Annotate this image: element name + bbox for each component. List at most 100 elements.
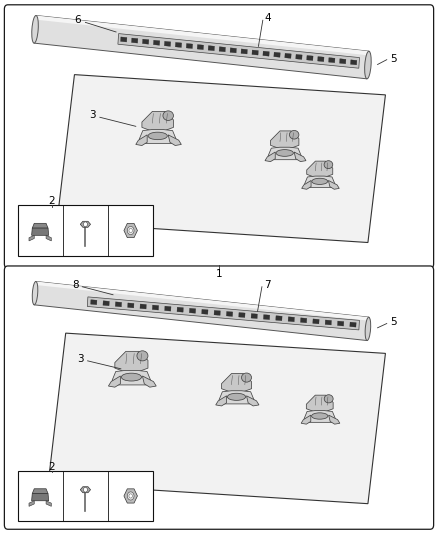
- Polygon shape: [313, 319, 319, 324]
- Polygon shape: [300, 318, 307, 323]
- Polygon shape: [139, 130, 176, 143]
- Polygon shape: [36, 15, 369, 55]
- Polygon shape: [168, 135, 181, 146]
- Polygon shape: [251, 313, 258, 319]
- Text: 1: 1: [215, 270, 223, 279]
- Polygon shape: [230, 48, 237, 53]
- Ellipse shape: [148, 132, 167, 140]
- Polygon shape: [124, 223, 138, 238]
- Polygon shape: [216, 396, 226, 406]
- Polygon shape: [48, 333, 385, 504]
- Polygon shape: [29, 501, 34, 506]
- Ellipse shape: [324, 160, 333, 168]
- Polygon shape: [271, 131, 299, 148]
- Polygon shape: [201, 309, 208, 314]
- Text: 3: 3: [77, 354, 84, 364]
- Polygon shape: [328, 58, 335, 63]
- Polygon shape: [34, 281, 369, 341]
- Text: 2: 2: [48, 463, 55, 472]
- Circle shape: [127, 492, 134, 500]
- Circle shape: [83, 487, 88, 492]
- Polygon shape: [35, 281, 369, 321]
- Bar: [18, 205, 153, 256]
- Circle shape: [129, 494, 132, 498]
- Polygon shape: [112, 370, 151, 385]
- Polygon shape: [80, 487, 91, 492]
- Polygon shape: [32, 228, 49, 236]
- Text: 8: 8: [72, 280, 79, 289]
- Polygon shape: [252, 50, 258, 55]
- Circle shape: [129, 229, 132, 232]
- Polygon shape: [186, 44, 193, 49]
- Polygon shape: [339, 59, 346, 64]
- Polygon shape: [304, 176, 335, 188]
- Ellipse shape: [365, 51, 371, 79]
- Ellipse shape: [227, 393, 246, 400]
- Polygon shape: [153, 40, 160, 45]
- Ellipse shape: [121, 373, 141, 381]
- Ellipse shape: [311, 413, 328, 419]
- Polygon shape: [350, 322, 356, 327]
- Polygon shape: [263, 51, 269, 56]
- Polygon shape: [109, 376, 120, 387]
- Polygon shape: [268, 147, 301, 160]
- Polygon shape: [91, 300, 97, 305]
- Polygon shape: [328, 415, 340, 424]
- Polygon shape: [265, 152, 275, 161]
- Polygon shape: [307, 161, 333, 177]
- Ellipse shape: [324, 395, 333, 403]
- Polygon shape: [164, 41, 171, 46]
- Text: 4: 4: [265, 13, 272, 23]
- Polygon shape: [46, 236, 51, 241]
- Polygon shape: [165, 306, 171, 311]
- Polygon shape: [140, 304, 146, 309]
- Polygon shape: [318, 56, 324, 62]
- Polygon shape: [115, 351, 148, 372]
- Polygon shape: [226, 311, 233, 317]
- Polygon shape: [263, 314, 270, 320]
- Polygon shape: [57, 75, 385, 243]
- Polygon shape: [296, 54, 302, 60]
- Polygon shape: [214, 310, 220, 316]
- Polygon shape: [285, 53, 291, 58]
- Polygon shape: [241, 49, 247, 54]
- Polygon shape: [152, 305, 159, 310]
- Polygon shape: [32, 494, 49, 501]
- Text: 2: 2: [48, 197, 55, 206]
- Polygon shape: [115, 302, 122, 307]
- Text: 5: 5: [390, 317, 397, 327]
- Polygon shape: [304, 410, 336, 422]
- Polygon shape: [219, 47, 226, 52]
- Polygon shape: [142, 376, 156, 387]
- Polygon shape: [29, 236, 34, 241]
- Polygon shape: [127, 303, 134, 308]
- Polygon shape: [177, 307, 184, 312]
- Polygon shape: [32, 489, 48, 494]
- Text: 6: 6: [74, 15, 81, 25]
- Ellipse shape: [163, 111, 173, 120]
- Circle shape: [127, 227, 134, 235]
- Text: 5: 5: [390, 54, 397, 63]
- Polygon shape: [80, 221, 91, 227]
- Polygon shape: [276, 316, 282, 321]
- Polygon shape: [288, 317, 294, 322]
- Polygon shape: [142, 111, 173, 131]
- Ellipse shape: [32, 15, 38, 43]
- Polygon shape: [350, 60, 357, 65]
- Polygon shape: [239, 312, 245, 318]
- Polygon shape: [337, 321, 344, 326]
- Polygon shape: [118, 34, 360, 68]
- Bar: [18, 471, 153, 521]
- Polygon shape: [222, 374, 251, 392]
- Polygon shape: [197, 45, 204, 50]
- Polygon shape: [302, 181, 311, 189]
- Polygon shape: [219, 391, 254, 404]
- Circle shape: [83, 222, 88, 227]
- Polygon shape: [208, 46, 215, 51]
- Polygon shape: [142, 39, 149, 44]
- Polygon shape: [136, 135, 147, 146]
- Polygon shape: [189, 308, 196, 313]
- Polygon shape: [247, 396, 259, 406]
- Ellipse shape: [32, 281, 38, 305]
- Polygon shape: [175, 42, 182, 47]
